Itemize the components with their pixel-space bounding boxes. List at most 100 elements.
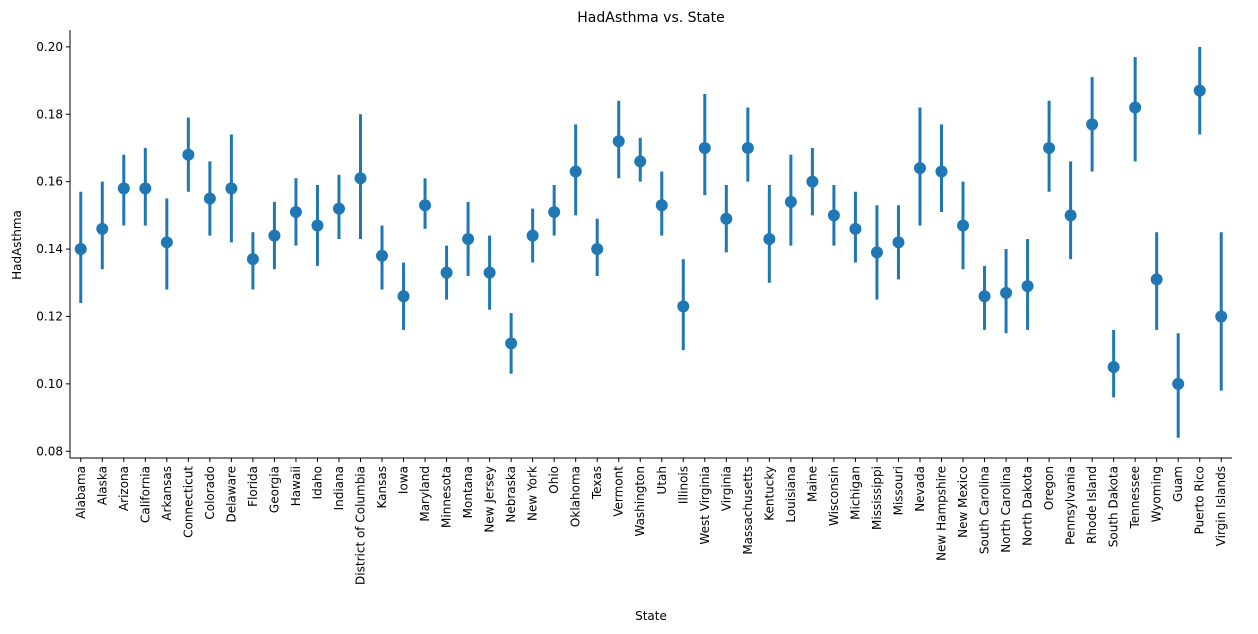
- data-point: [160, 236, 173, 249]
- data-point: [203, 192, 216, 205]
- data-point: [634, 155, 647, 168]
- y-tick-label: 0.16: [36, 175, 63, 189]
- x-tick-label: Louisiana: [784, 466, 798, 523]
- data-point: [677, 300, 690, 313]
- x-tick-label: Connecticut: [181, 466, 195, 538]
- x-tick-label: Kentucky: [762, 466, 776, 521]
- x-tick-label: Rhode Island: [1085, 466, 1099, 544]
- x-axis: Alabama Alaska Arizona California Arkansas Co…: [70, 457, 1232, 585]
- data-point: [763, 232, 776, 245]
- x-tick-label: Alaska: [95, 466, 109, 505]
- x-tick-label: Idaho: [310, 466, 324, 499]
- x-tick-label: Vermont: [612, 466, 626, 517]
- data-point: [483, 266, 496, 279]
- data-point: [117, 182, 130, 195]
- data-marks: [74, 46, 1228, 438]
- data-point: [139, 182, 152, 195]
- x-tick-label: Maine: [805, 466, 819, 502]
- x-tick-label: District of Columbia: [354, 466, 368, 585]
- x-tick-label: New Hampshire: [935, 466, 949, 561]
- x-tick-label: Utah: [655, 466, 669, 494]
- data-point: [462, 232, 475, 245]
- y-tick-label: 0.08: [36, 444, 63, 458]
- x-tick-label: Alabama: [74, 466, 88, 519]
- data-point: [806, 175, 819, 188]
- data-point: [397, 290, 410, 303]
- x-tick-label: Minnesota: [440, 466, 454, 528]
- data-point: [505, 337, 518, 350]
- x-tick-label: Delaware: [224, 466, 238, 523]
- data-point: [96, 222, 109, 235]
- data-point: [1064, 209, 1077, 222]
- data-point: [1086, 118, 1099, 131]
- x-tick-label: New Mexico: [956, 466, 970, 538]
- data-point: [182, 148, 195, 161]
- data-point: [311, 219, 324, 232]
- data-point: [1215, 310, 1228, 323]
- y-axis-label: HadAsthma: [10, 210, 24, 280]
- x-tick-label: South Carolina: [978, 466, 992, 554]
- data-point: [655, 199, 668, 212]
- x-tick-label: Montana: [461, 466, 475, 518]
- data-point: [246, 253, 259, 266]
- x-tick-label: Nebraska: [504, 466, 518, 523]
- x-tick-label: Kansas: [375, 466, 389, 508]
- x-tick-label: Virginia: [719, 466, 733, 511]
- x-axis-label: State: [635, 609, 667, 623]
- x-tick-label: Washington: [633, 466, 647, 537]
- data-point: [1150, 273, 1163, 286]
- data-point: [289, 205, 302, 218]
- data-point: [1021, 280, 1034, 293]
- data-point: [957, 219, 970, 232]
- x-tick-label: Texas: [590, 466, 604, 500]
- data-point: [698, 141, 711, 154]
- x-tick-label: Wyoming: [1150, 466, 1164, 522]
- x-tick-label: Oregon: [1042, 466, 1056, 510]
- x-tick-label: Pennsylvania: [1064, 466, 1078, 545]
- data-point: [74, 243, 87, 256]
- x-tick-label: Missouri: [891, 466, 905, 515]
- chart-title: HadAsthma vs. State: [577, 10, 724, 26]
- data-point: [892, 236, 905, 249]
- x-tick-label: Nevada: [913, 466, 927, 512]
- x-tick-label: Arkansas: [160, 466, 174, 521]
- y-tick-label: 0.14: [36, 242, 63, 256]
- x-tick-label: Iowa: [397, 466, 411, 494]
- data-point: [419, 199, 432, 212]
- x-tick-label: Puerto Rico: [1193, 466, 1207, 534]
- y-axis: 0.08 0.10 0.12 0.14 0.16 0.18 0.20: [36, 30, 71, 458]
- data-point: [569, 165, 582, 178]
- x-tick-label: North Dakota: [1021, 466, 1035, 546]
- y-tick-label: 0.12: [36, 309, 63, 323]
- x-tick-label: Tennessee: [1128, 466, 1142, 530]
- data-point: [332, 202, 345, 215]
- data-point: [1107, 361, 1120, 374]
- data-point: [913, 162, 926, 175]
- x-tick-label: North Carolina: [999, 466, 1013, 553]
- data-point: [720, 212, 733, 225]
- x-tick-label: New Jersey: [483, 466, 497, 533]
- data-point: [526, 229, 539, 242]
- data-point: [870, 246, 883, 259]
- data-point: [827, 209, 840, 222]
- data-point: [784, 195, 797, 208]
- x-tick-label: Illinois: [676, 466, 690, 504]
- x-tick-label: Massachusetts: [741, 466, 755, 555]
- x-tick-label: Virgin Islands: [1214, 466, 1228, 546]
- data-point: [354, 172, 367, 185]
- x-tick-label: Hawaii: [289, 466, 303, 506]
- x-tick-label: Georgia: [267, 466, 281, 513]
- x-tick-label: Ohio: [547, 466, 561, 494]
- data-point: [1172, 377, 1185, 390]
- data-point: [1193, 84, 1206, 97]
- y-tick-label: 0.18: [36, 107, 63, 121]
- x-tick-label: Florida: [246, 466, 260, 507]
- data-point: [935, 165, 948, 178]
- x-tick-label: West Virginia: [698, 466, 712, 545]
- x-tick-label: New York: [526, 466, 540, 521]
- data-point: [268, 229, 281, 242]
- x-tick-label: Michigan: [848, 466, 862, 520]
- data-point: [978, 290, 991, 303]
- data-point: [440, 266, 453, 279]
